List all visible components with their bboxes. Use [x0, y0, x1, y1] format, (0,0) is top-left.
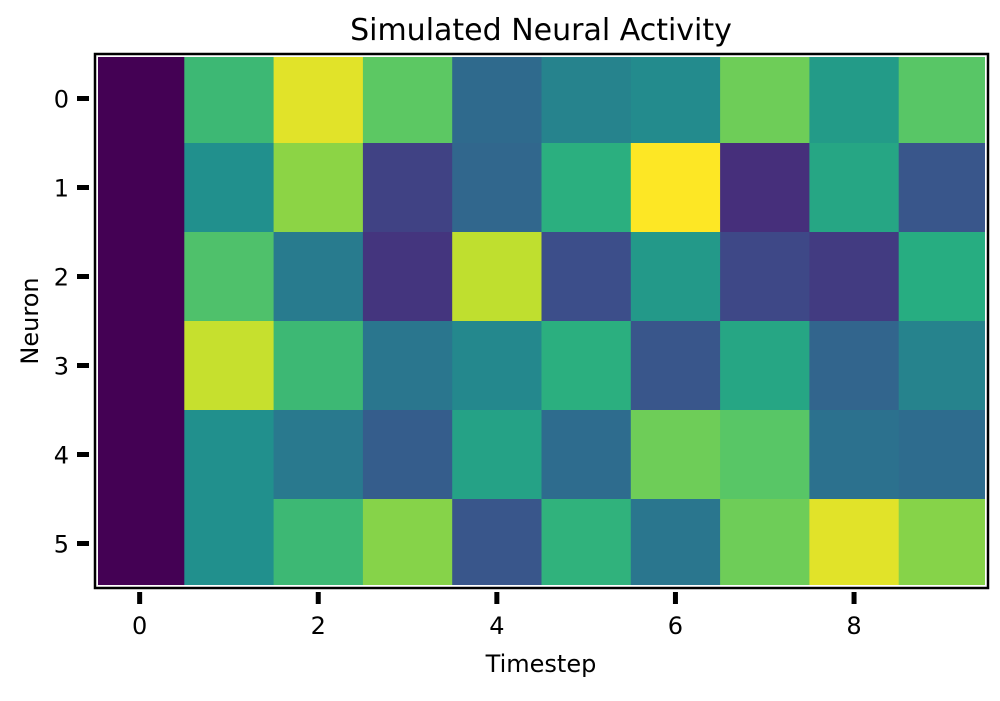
heatmap-cell-r5-c5 — [541, 499, 632, 589]
heatmap-cell-r0-c3 — [362, 54, 453, 144]
heatmap-cell-r4-c7 — [720, 410, 810, 500]
heatmap-cell-r1-c3 — [362, 143, 453, 233]
y-tick-label-0: 0 — [54, 86, 69, 114]
heatmap-cell-r1-c7 — [720, 143, 810, 233]
heatmap-cell-r0-c2 — [273, 54, 364, 144]
chart-title: Simulated Neural Activity — [350, 13, 732, 48]
y-tick-label-5: 5 — [54, 531, 69, 559]
heatmap-cell-r2-c8 — [809, 232, 900, 322]
x-tick-label-2: 2 — [311, 612, 326, 640]
heatmap-cell-r2-c3 — [362, 232, 453, 322]
heatmap-cell-r2-c4 — [452, 232, 543, 322]
heatmap-cell-r2-c2 — [273, 232, 364, 322]
y-tick-label-4: 4 — [54, 442, 69, 470]
y-axis-label: Neuron — [16, 277, 44, 364]
heatmap-cell-r5-c7 — [720, 499, 810, 589]
heatmap-cells — [95, 54, 989, 589]
heatmap-cell-r2-c1 — [184, 232, 275, 322]
heatmap-cell-r3-c6 — [630, 321, 721, 411]
heatmap-cell-r5-c1 — [184, 499, 275, 589]
heatmap-cell-r0-c1 — [184, 54, 275, 144]
heatmap-cell-r3-c9 — [898, 321, 989, 411]
x-axis-label: Timestep — [485, 650, 597, 678]
x-axis-ticks: 0 2 4 6 8 — [132, 592, 862, 640]
heatmap-cell-r0-c7 — [720, 54, 810, 144]
y-tick-label-3: 3 — [54, 353, 69, 381]
heatmap-cell-r3-c3 — [362, 321, 453, 411]
heatmap-cell-r5-c0 — [95, 499, 185, 589]
heatmap-cell-r3-c0 — [95, 321, 185, 411]
heatmap-cell-r3-c2 — [273, 321, 364, 411]
heatmap-cell-r4-c1 — [184, 410, 275, 500]
x-tick-label-8: 8 — [846, 612, 861, 640]
heatmap-cell-r1-c2 — [273, 143, 364, 233]
heatmap-cell-r5-c2 — [273, 499, 364, 589]
heatmap-cell-r0-c0 — [95, 54, 185, 144]
heatmap-cell-r3-c7 — [720, 321, 810, 411]
heatmap-cell-r1-c9 — [898, 143, 989, 233]
heatmap-cell-r2-c0 — [95, 232, 185, 322]
heatmap-cell-r0-c4 — [452, 54, 543, 144]
y-tick-label-2: 2 — [54, 264, 69, 292]
heatmap-cell-r3-c1 — [184, 321, 275, 411]
heatmap-cell-r1-c5 — [541, 143, 632, 233]
heatmap-cell-r4-c4 — [452, 410, 543, 500]
heatmap-cell-r2-c7 — [720, 232, 810, 322]
heatmap-cell-r4-c8 — [809, 410, 900, 500]
heatmap-cell-r4-c2 — [273, 410, 364, 500]
heatmap-cell-r4-c0 — [95, 410, 185, 500]
heatmap-cell-r0-c5 — [541, 54, 632, 144]
axes-frame — [93, 52, 990, 590]
heatmap-cell-r5-c3 — [362, 499, 453, 589]
heatmap-cell-r4-c3 — [362, 410, 453, 500]
heatmap-cell-r3-c4 — [452, 321, 543, 411]
heatmap-cell-r0-c9 — [898, 54, 989, 144]
heatmap-cell-r2-c5 — [541, 232, 632, 322]
y-tick-label-1: 1 — [54, 175, 69, 203]
heatmap-cell-r4-c5 — [541, 410, 632, 500]
heatmap-cell-r2-c9 — [898, 232, 989, 322]
heatmap-cell-r3-c8 — [809, 321, 900, 411]
heatmap-cell-r4-c6 — [630, 410, 721, 500]
heatmap-cell-r1-c1 — [184, 143, 275, 233]
heatmap-cell-r0-c8 — [809, 54, 900, 144]
heatmap-cell-r5-c9 — [898, 499, 989, 589]
heatmap-cell-r5-c4 — [452, 499, 543, 589]
heatmap-cell-r1-c0 — [95, 143, 185, 233]
heatmap-cell-r1-c4 — [452, 143, 543, 233]
x-tick-label-4: 4 — [489, 612, 504, 640]
y-axis-ticks: 0 1 2 3 4 5 — [54, 86, 89, 559]
heatmap-cell-r0-c6 — [630, 54, 721, 144]
heatmap-cell-r1-c8 — [809, 143, 900, 233]
heatmap-cell-r4-c9 — [898, 410, 989, 500]
x-tick-label-6: 6 — [668, 612, 683, 640]
heatmap-cell-r5-c8 — [809, 499, 900, 589]
heatmap-cell-r3-c5 — [541, 321, 632, 411]
heatmap-cell-r1-c6 — [630, 143, 721, 233]
heatmap-cell-r2-c6 — [630, 232, 721, 322]
heatmap-cell-r5-c6 — [630, 499, 721, 589]
x-tick-label-0: 0 — [132, 612, 147, 640]
